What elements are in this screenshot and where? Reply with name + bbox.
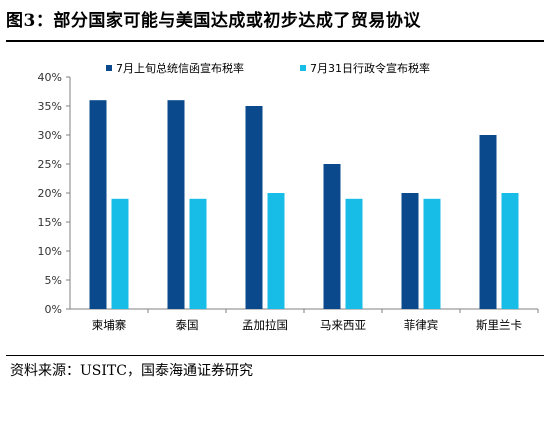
bar — [189, 198, 207, 309]
y-tick-label: 10% — [38, 245, 62, 258]
x-category-label: 马来西亚 — [320, 318, 366, 332]
y-tick-label: 35% — [38, 100, 62, 113]
legend-swatch — [300, 65, 306, 71]
bar — [401, 193, 419, 309]
source-rule — [6, 355, 544, 356]
bar — [423, 198, 441, 309]
title-underline — [6, 40, 544, 42]
legend-label: 7月31日行政令宣布税率 — [310, 61, 430, 75]
y-tick-label: 20% — [38, 187, 62, 200]
y-tick-label: 30% — [38, 129, 62, 142]
bar — [501, 193, 519, 309]
bar — [345, 198, 363, 309]
y-tick-label: 15% — [38, 216, 62, 229]
bar — [111, 198, 129, 309]
y-tick-label: 5% — [45, 274, 62, 287]
x-category-label: 斯里兰卡 — [476, 318, 522, 332]
y-tick-label: 25% — [38, 158, 62, 171]
legend-label: 7月上旬总统信函宣布税率 — [116, 61, 244, 75]
bar — [167, 100, 185, 309]
x-category-label: 孟加拉国 — [242, 318, 288, 332]
bar — [267, 193, 285, 309]
bar — [323, 164, 341, 309]
y-tick-label: 40% — [38, 71, 62, 84]
bar — [89, 100, 107, 309]
legend-swatch — [106, 65, 112, 71]
bar-chart: 0% 5% 10% 15% 20% 25% 30% 35% 40% 柬埔寨 泰国 孟加拉国 马来西亚 菲律… — [38, 61, 539, 332]
y-tick-label: 0% — [45, 303, 62, 316]
bar — [479, 135, 497, 309]
x-category-label: 菲律宾 — [404, 318, 439, 332]
x-category-label: 泰国 — [176, 318, 199, 332]
figure-title: 图3：部分国家可能与美国达成或初步达成了贸易协议 — [6, 11, 421, 31]
source-note: 资料来源：USITC，国泰海通证券研究 — [10, 363, 253, 379]
bar — [245, 106, 263, 309]
x-category-label: 柬埔寨 — [92, 318, 127, 332]
